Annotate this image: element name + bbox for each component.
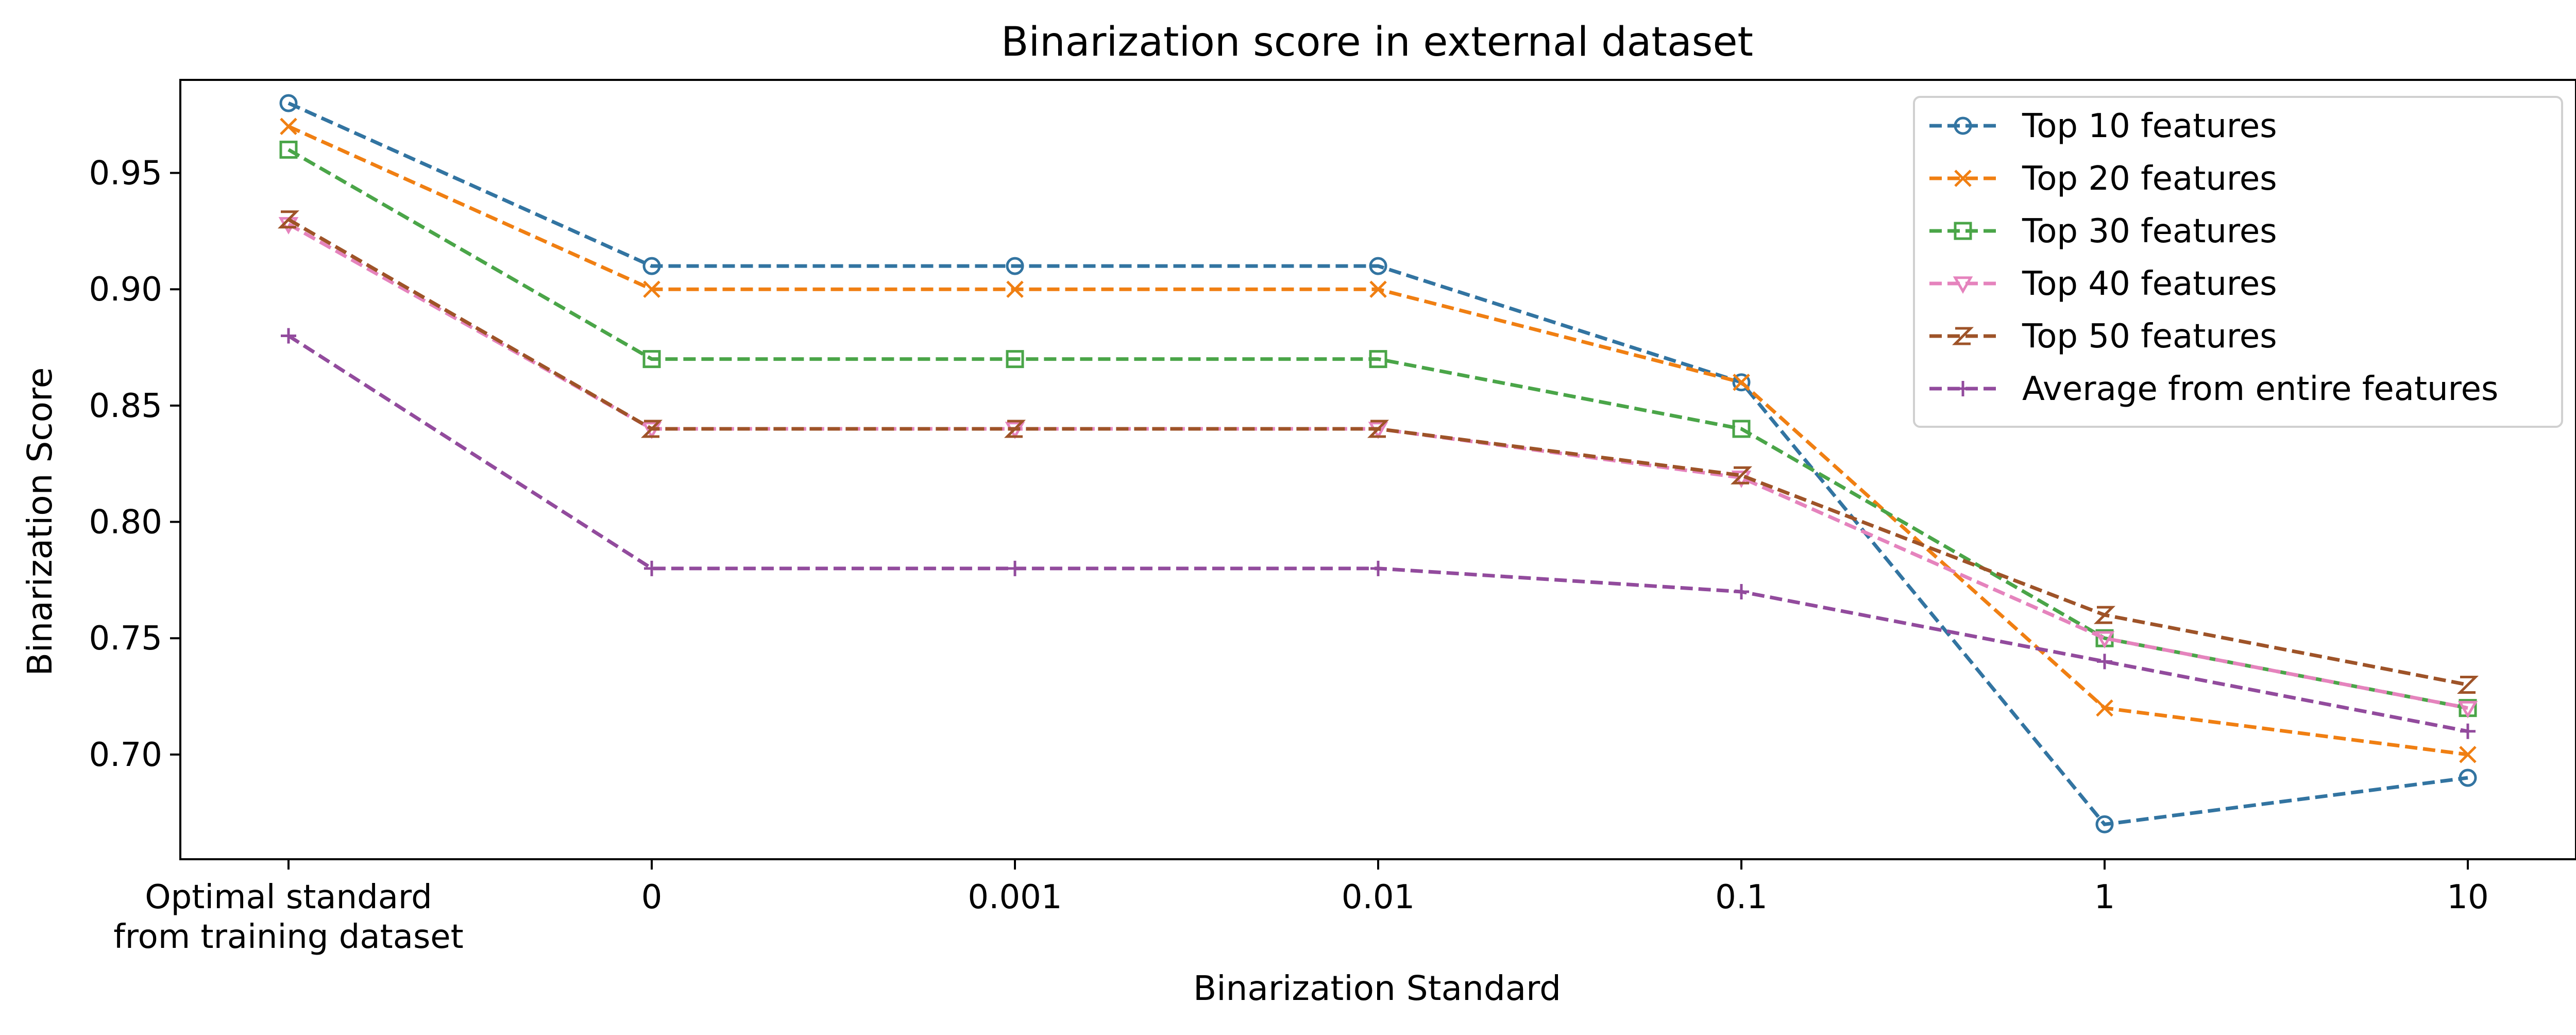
legend-item: Top 10 features bbox=[1929, 107, 2277, 145]
data-point bbox=[2458, 700, 2478, 719]
y-tick-label: 0.85 bbox=[89, 387, 163, 425]
data-point bbox=[643, 280, 660, 298]
legend-label: Top 40 features bbox=[2022, 265, 2277, 303]
data-point bbox=[1007, 560, 1023, 576]
data-point bbox=[279, 140, 298, 159]
data-point bbox=[1732, 373, 1751, 392]
legend-marker bbox=[1954, 222, 1972, 240]
legend-frame bbox=[1913, 96, 2563, 428]
data-point bbox=[1369, 257, 1387, 275]
legend-marker bbox=[1953, 276, 1973, 294]
series-2 bbox=[280, 118, 2477, 763]
series-5 bbox=[277, 210, 2479, 694]
data-point bbox=[1006, 350, 1024, 369]
legend-marker bbox=[1954, 170, 1972, 187]
data-point bbox=[2456, 675, 2479, 694]
y-tick-label: 0.80 bbox=[89, 504, 163, 542]
legend-item: Top 40 features bbox=[1929, 265, 2277, 303]
x-axis: Optimal standard from training dataset 0 0.… bbox=[113, 859, 2489, 956]
data-point bbox=[2095, 815, 2114, 833]
data-point bbox=[2093, 606, 2116, 624]
x-tick-label: 0.001 bbox=[968, 878, 1062, 916]
x-tick-label: Optimal standard from training dataset bbox=[113, 878, 464, 956]
data-point bbox=[1004, 420, 1026, 438]
series-line bbox=[287, 148, 2468, 710]
legend-marker bbox=[1952, 327, 1974, 345]
legend-label: Average from entire features bbox=[2022, 370, 2498, 408]
data-point bbox=[280, 118, 297, 136]
data-point bbox=[1734, 583, 1749, 599]
data-point bbox=[2096, 699, 2113, 717]
legend-label: Top 20 features bbox=[2022, 160, 2277, 198]
series-line bbox=[287, 101, 2468, 827]
data-point bbox=[2460, 723, 2476, 739]
data-point bbox=[640, 420, 663, 438]
chart-title: Binarization score in external dataset bbox=[1001, 19, 1753, 65]
y-tick-label: 0.75 bbox=[89, 620, 163, 658]
x-tick-label: 0.01 bbox=[1342, 878, 1415, 916]
data-point bbox=[279, 94, 298, 112]
data-point bbox=[281, 328, 296, 344]
legend-label: Top 10 features bbox=[2022, 107, 2277, 145]
data-point bbox=[1006, 280, 1024, 298]
series-6 bbox=[281, 328, 2476, 739]
legend-item: Top 20 features bbox=[1929, 160, 2277, 198]
data-point bbox=[2459, 769, 2477, 787]
data-point bbox=[1733, 373, 1750, 391]
data-point bbox=[1369, 280, 1387, 298]
x-tick-label: 10 bbox=[2447, 878, 2488, 916]
data-point bbox=[644, 560, 659, 576]
legend: Top 10 features Top 20 features Top 30 fea… bbox=[1913, 96, 2563, 428]
y-tick-label: 0.90 bbox=[89, 271, 163, 309]
legend-item: Top 50 features bbox=[1929, 318, 2277, 356]
legend-label: Top 30 features bbox=[2022, 212, 2277, 251]
data-point bbox=[1730, 466, 1753, 485]
legend-label: Top 50 features bbox=[2022, 318, 2277, 356]
data-point bbox=[642, 257, 661, 275]
series-1 bbox=[279, 94, 2477, 833]
y-axis: 0.70 0.75 0.80 0.85 0.90 0.95 bbox=[89, 155, 180, 774]
data-point bbox=[2459, 746, 2477, 763]
data-point bbox=[1006, 257, 1024, 275]
data-point bbox=[277, 210, 300, 229]
y-tick-label: 0.95 bbox=[89, 155, 163, 193]
x-tick-label: 1 bbox=[2094, 878, 2115, 916]
data-point bbox=[2094, 631, 2115, 649]
x-tick-label: 0.1 bbox=[1715, 878, 1768, 916]
data-point bbox=[642, 350, 661, 369]
legend-item: Average from entire features bbox=[1929, 370, 2498, 408]
legend-item: Top 30 features bbox=[1929, 212, 2277, 251]
data-point bbox=[1369, 350, 1387, 369]
legend-marker bbox=[1954, 116, 1972, 135]
x-tick-label: 0 bbox=[641, 878, 663, 916]
series-layer bbox=[277, 94, 2479, 833]
data-point bbox=[2097, 654, 2112, 670]
y-axis-label: Binarization Score bbox=[20, 368, 60, 676]
data-point bbox=[1367, 420, 1389, 438]
x-axis-label: Binarization Standard bbox=[1193, 969, 1561, 1008]
data-point bbox=[1370, 560, 1386, 576]
y-tick-label: 0.70 bbox=[89, 736, 163, 774]
legend-marker bbox=[1955, 381, 1971, 396]
data-point bbox=[1732, 420, 1751, 438]
